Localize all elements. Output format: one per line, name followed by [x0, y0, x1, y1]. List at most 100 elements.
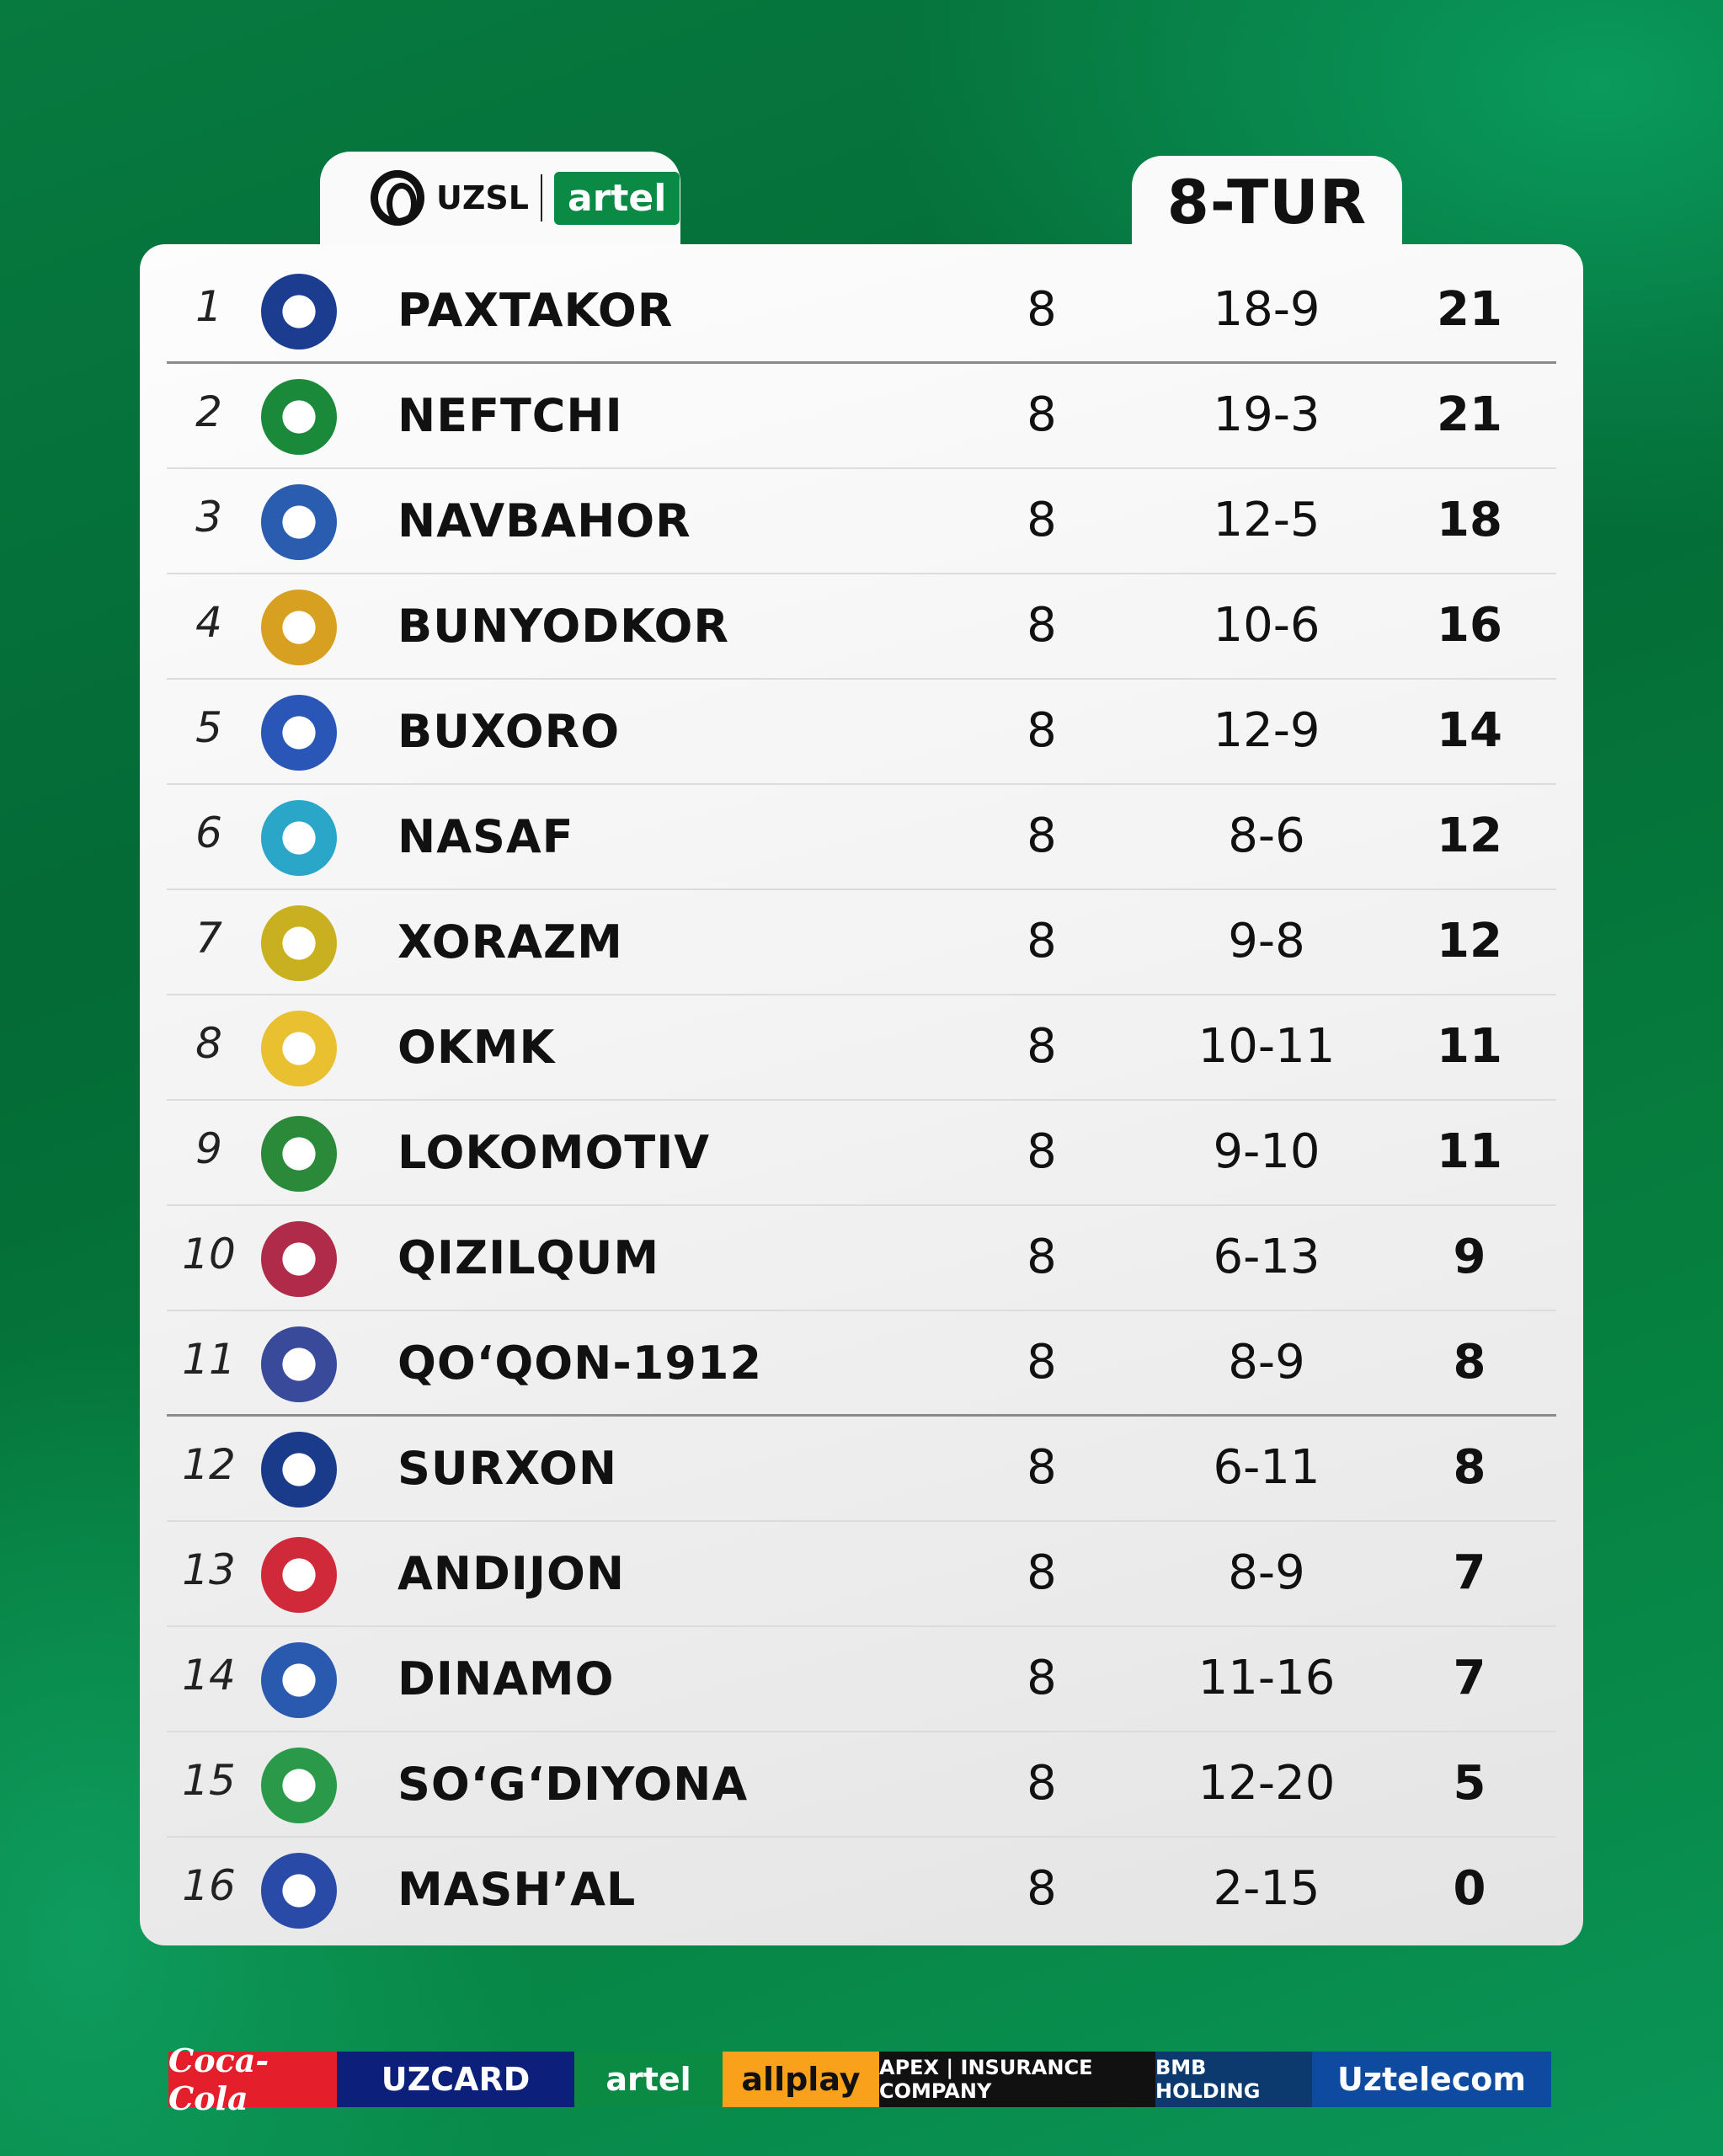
points: 5: [1453, 1756, 1486, 1811]
team-crest-icon: [261, 800, 337, 876]
matches-played: 8: [1027, 1124, 1057, 1179]
team-name: DINAMO: [397, 1652, 615, 1705]
team-crest-icon: [261, 1011, 337, 1086]
team-crest-icon: [261, 590, 337, 665]
row-divider: [167, 1625, 1556, 1627]
team-name: BUXORO: [397, 705, 621, 758]
round-label: 8-TUR: [1166, 167, 1368, 237]
row-divider: [167, 994, 1556, 995]
goal-difference: 6-13: [1213, 1230, 1320, 1284]
goal-difference: 9-8: [1228, 914, 1305, 969]
row-divider: [167, 1310, 1556, 1311]
table-row: 15 SO‘G‘DIYONA 8 12-20 5: [167, 1732, 1556, 1838]
team-crest-icon: [261, 274, 337, 350]
table-row: 3 NAVBAHOR 8 12-5 18: [167, 469, 1556, 574]
team-crest-icon: [261, 1116, 337, 1192]
sponsor-logo: APEX | INSURANCE COMPANY: [879, 2052, 1155, 2107]
rank: 8: [195, 1019, 222, 1068]
team-crest-icon: [261, 1853, 337, 1929]
goal-difference: 8-9: [1228, 1545, 1305, 1600]
matches-played: 8: [1027, 808, 1057, 863]
table-row: 10 QIZILQUM 8 6-13 9: [167, 1206, 1556, 1311]
table-row: 8 OKMK 8 10-11 11: [167, 995, 1556, 1101]
table-row: 7 XORAZM 8 9-8 12: [167, 890, 1556, 995]
matches-played: 8: [1027, 1756, 1057, 1811]
sponsor-logo: artel: [574, 2052, 723, 2107]
table-row: 5 BUXORO 8 12-9 14: [167, 680, 1556, 785]
team-name: PAXTAKOR: [397, 284, 674, 337]
team-name: QO‘QON-1912: [397, 1337, 763, 1390]
table-row: 11 QO‘QON-1912 8 8-9 8: [167, 1311, 1556, 1417]
team-name: LOKOMOTIV: [397, 1126, 711, 1179]
points: 12: [1437, 808, 1502, 863]
sponsor-logo: Uztelecom: [1312, 2052, 1551, 2107]
matches-played: 8: [1027, 598, 1057, 653]
matches-played: 8: [1027, 1019, 1057, 1074]
table-row: 4 BUNYODKOR 8 10-6 16: [167, 574, 1556, 680]
header-logo-tab: UZSL artel: [320, 152, 680, 261]
rank: 16: [182, 1861, 236, 1910]
team-name: BUNYODKOR: [397, 600, 730, 653]
team-name: NAVBAHOR: [397, 494, 691, 547]
artel-logo: artel: [554, 171, 680, 225]
rank: 3: [195, 493, 222, 542]
divider: [541, 174, 542, 221]
table-row: 9 LOKOMOTIV 8 9-10 11: [167, 1101, 1556, 1206]
points: 21: [1437, 387, 1502, 442]
rank: 13: [182, 1545, 236, 1594]
table-row: 16 MASH’AL 8 2-15 0: [167, 1838, 1556, 1943]
goal-difference: 19-3: [1213, 387, 1320, 442]
points: 14: [1437, 703, 1502, 758]
table-row: 6 NASAF 8 8-6 12: [167, 785, 1556, 890]
row-divider: [167, 1836, 1556, 1838]
team-name: SO‘G‘DIYONA: [397, 1758, 749, 1811]
goal-difference: 11-16: [1198, 1651, 1336, 1705]
team-crest-icon: [261, 1432, 337, 1508]
matches-played: 8: [1027, 1545, 1057, 1600]
row-divider: [167, 1099, 1556, 1101]
goal-difference: 10-11: [1198, 1019, 1336, 1074]
team-name: SURXON: [397, 1442, 618, 1495]
goal-difference: 9-10: [1213, 1124, 1320, 1179]
points: 18: [1437, 493, 1502, 547]
matches-played: 8: [1027, 387, 1057, 442]
rank: 6: [195, 808, 222, 857]
goal-difference: 8-9: [1228, 1335, 1305, 1390]
table-row: 12 SURXON 8 6-11 8: [167, 1417, 1556, 1522]
row-divider: [167, 1204, 1556, 1206]
rank: 10: [182, 1230, 236, 1278]
points: 0: [1453, 1861, 1486, 1916]
rank: 2: [195, 387, 222, 436]
points: 7: [1453, 1651, 1486, 1705]
row-divider: [167, 467, 1556, 469]
team-crest-icon: [261, 1748, 337, 1823]
points: 8: [1453, 1440, 1486, 1495]
rank: 1: [195, 282, 222, 331]
table-row: 1 PAXTAKOR 8 18-9 21: [167, 259, 1556, 364]
sponsor-logo: BMB HOLDING: [1155, 2052, 1312, 2107]
uzsl-logo: UZSL artel: [371, 170, 680, 226]
goal-difference: 6-11: [1213, 1440, 1320, 1495]
team-name: NEFTCHI: [397, 389, 623, 442]
table-row: 2 NEFTCHI 8 19-3 21: [167, 364, 1556, 469]
rank: 5: [195, 703, 222, 752]
points: 21: [1437, 282, 1502, 337]
team-crest-icon: [261, 379, 337, 455]
rank: 14: [182, 1651, 236, 1700]
table-row: 13 ANDIJON 8 8-9 7: [167, 1522, 1556, 1627]
team-name: XORAZM: [397, 915, 623, 969]
standings-table: 1 PAXTAKOR 8 18-9 21 2 NEFTCHI 8 19-3 21…: [140, 244, 1583, 1945]
goal-difference: 12-5: [1213, 493, 1320, 547]
points: 8: [1453, 1335, 1486, 1390]
matches-played: 8: [1027, 1440, 1057, 1495]
team-name: OKMK: [397, 1021, 556, 1074]
row-divider: [167, 783, 1556, 785]
round-tab: 8-TUR: [1132, 156, 1402, 261]
team-name: NASAF: [397, 810, 574, 863]
rank: 9: [195, 1124, 222, 1173]
row-divider: [167, 573, 1556, 574]
matches-played: 8: [1027, 1651, 1057, 1705]
matches-played: 8: [1027, 493, 1057, 547]
team-crest-icon: [261, 1221, 337, 1297]
sponsor-bar: Coca-Cola UZCARD artel allplay APEX | INSURA…: [168, 2041, 1551, 2117]
